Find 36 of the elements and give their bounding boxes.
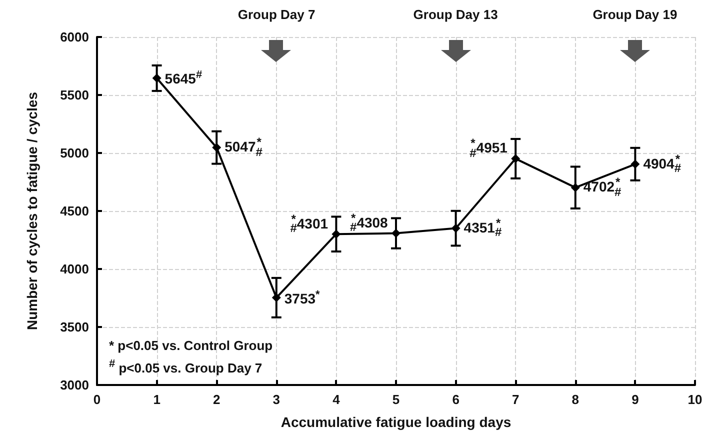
- point: [630, 160, 640, 169]
- point: [511, 154, 520, 164]
- x-tick-label: 5: [392, 392, 400, 407]
- x-tick-label: 1: [153, 392, 160, 407]
- y-tick-label: 4000: [60, 262, 89, 276]
- x-tick-label: 10: [688, 392, 702, 407]
- y-axis-title: Number of cycles to fatigue / cycles: [24, 92, 40, 330]
- x-tick-label: 4: [332, 392, 341, 407]
- x-tick-label: 7: [512, 392, 520, 407]
- point: [451, 224, 460, 233]
- point: [152, 74, 162, 83]
- data-label: 3753$^{*}$: [284, 288, 320, 306]
- annotation: * p<0.05 vs. Control Group: [109, 337, 273, 355]
- point: [392, 228, 400, 238]
- point: [272, 293, 281, 302]
- y-tick-label: 3000: [60, 378, 89, 392]
- y-tick-label: 4500: [60, 204, 89, 218]
- text: Group Day 19: [592, 7, 678, 22]
- point: [332, 230, 341, 239]
- x-axis-title: Accumulative fatigue loading days: [280, 414, 512, 430]
- point: [570, 183, 580, 192]
- x-tick-label: 2: [212, 392, 220, 407]
- annotation: $^{#}$ p<0.05 vs. Group Day 7: [109, 357, 264, 378]
- y-tick-label: 5500: [60, 88, 89, 102]
- text: Group Day 13: [413, 7, 498, 22]
- x-tick-label: 3: [272, 392, 280, 407]
- y-tick-label: 6000: [60, 30, 89, 44]
- data-label: 5645$^{#}$: [164, 69, 202, 87]
- text: Group Day 7: [238, 7, 316, 22]
- x-tick-label: 0: [93, 392, 101, 407]
- x-tick-label: 6: [452, 392, 460, 407]
- point: [212, 143, 222, 152]
- y-tick-label: 5000: [60, 146, 89, 160]
- x-tick-label: 9: [632, 392, 639, 407]
- y-tick-label: 3500: [60, 320, 89, 334]
- x-tick-label: 8: [572, 392, 580, 407]
